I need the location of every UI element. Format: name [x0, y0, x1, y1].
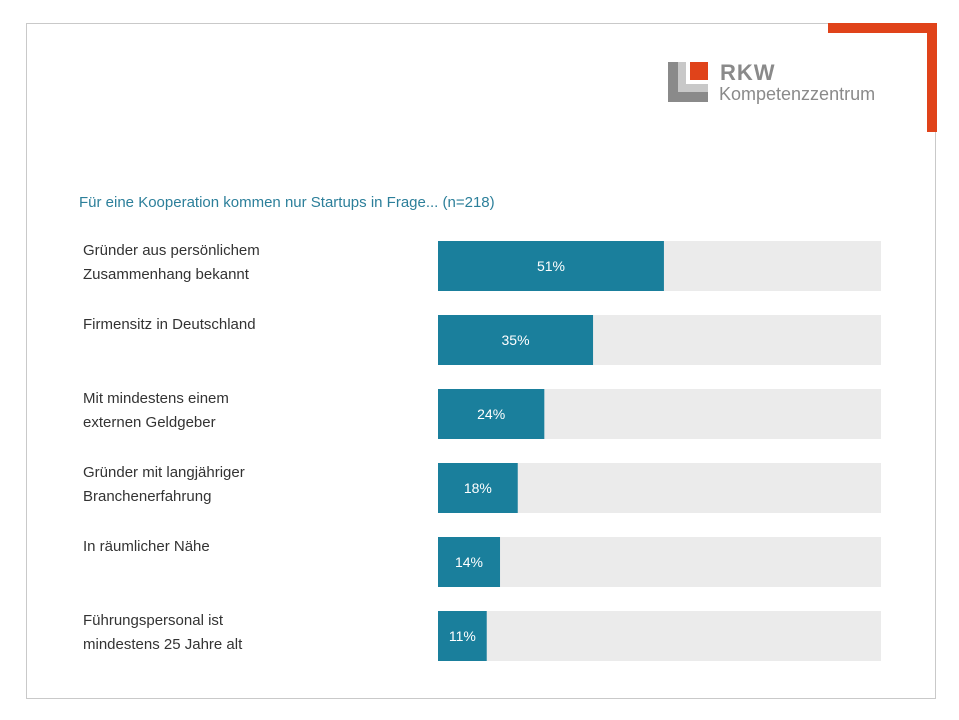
bar [438, 611, 487, 661]
bar [438, 315, 594, 365]
bar-value-label: 51% [537, 258, 565, 274]
category-label-line: Mit mindestens einem [83, 390, 229, 407]
logo-title: RKW [720, 60, 776, 85]
category-label: Führungspersonal ist mindestens 25 Jahre … [83, 612, 243, 653]
corner-accent-top [828, 23, 937, 33]
category-label: Gründer mit langjähriger Branchenerfahrun… [83, 464, 245, 505]
bar [438, 537, 501, 587]
bar-track [438, 537, 881, 587]
category-label: Mit mindestens einem externen Geldgeber [83, 390, 229, 431]
category-label: Gründer aus persönlichem Zusammenhang bek… [83, 242, 260, 283]
category-label: Firmensitz in Deutschland [83, 316, 256, 333]
category-label-line: Gründer aus persönlichem [83, 242, 260, 259]
bar-value-label: 24% [477, 406, 505, 422]
chart-title: Für eine Kooperation kommen nur Startups… [79, 194, 495, 211]
category-label-line: Firmensitz in Deutschland [83, 316, 256, 333]
bar [438, 463, 518, 513]
bar-value-label: 14% [455, 554, 483, 570]
category-label-line: Branchenerfahrung [83, 488, 211, 505]
category-label: In räumlicher Nähe [83, 538, 210, 555]
logo-subtitle: Kompetenzzentrum [719, 84, 876, 104]
category-label-line: In räumlicher Nähe [83, 538, 210, 555]
category-label-line: externen Geldgeber [83, 414, 216, 431]
bar-value-label: 35% [502, 332, 530, 348]
bar [438, 241, 664, 291]
corner-accent-right [927, 23, 937, 132]
bar [438, 389, 545, 439]
rkw-logo-icon [668, 62, 708, 102]
category-label-line: Führungspersonal ist [83, 612, 224, 629]
bar-value-label: 18% [464, 480, 492, 496]
category-label-line: Gründer mit langjähriger [83, 464, 245, 481]
bar-value-label: 11% [449, 628, 476, 644]
category-label-line: Zusammenhang bekannt [83, 266, 250, 283]
bar-track [438, 611, 881, 661]
category-label-line: mindestens 25 Jahre alt [83, 636, 243, 653]
